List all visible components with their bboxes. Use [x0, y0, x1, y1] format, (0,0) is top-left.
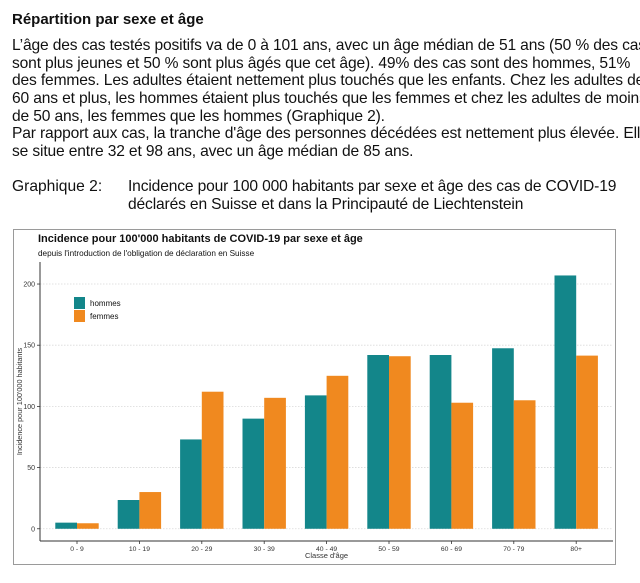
- x-tick-label: 60 - 69: [441, 546, 462, 553]
- bar-hommes: [304, 395, 327, 529]
- x-tick-label: 50 - 59: [378, 546, 399, 553]
- caption-text: Incidence pour 100 000 habitants par sex…: [128, 178, 616, 214]
- legend-swatch-femmes: [74, 310, 85, 322]
- y-tick-label: 200: [23, 282, 35, 289]
- bar-hommes: [554, 275, 577, 529]
- y-tick-label: 50: [27, 465, 35, 472]
- caption-line: déclarés en Suisse et dans la Principaut…: [128, 196, 524, 213]
- bar-femmes: [77, 523, 99, 529]
- legend-label-hommes: hommes: [90, 299, 121, 308]
- y-tick-label: 150: [23, 343, 35, 350]
- bar-hommes: [242, 418, 265, 529]
- paragraph-line: 60 ans et plus, les hommes étaient plus …: [12, 90, 640, 108]
- bar-hommes: [367, 355, 389, 529]
- chart-subtitle: depuis l'introduction de l'obligation de…: [38, 249, 255, 258]
- caption-line: Incidence pour 100 000 habitants par sex…: [128, 178, 617, 195]
- paragraph-line: des femmes. Les adultes étaient nettemen…: [12, 72, 640, 90]
- x-tick-label: 10 - 19: [129, 546, 150, 553]
- x-axis-label: Classe d'âge: [305, 551, 348, 560]
- bar-femmes: [139, 492, 162, 529]
- legend-label-femmes: femmes: [90, 312, 118, 321]
- bar-hommes: [429, 355, 452, 529]
- x-tick-label: 0 - 9: [70, 546, 84, 553]
- chart-title: Incidence pour 100'000 habitants de COVI…: [38, 233, 363, 245]
- y-tick-label: 100: [23, 404, 35, 411]
- x-tick-label: 30 - 39: [254, 546, 275, 553]
- bar-hommes: [117, 500, 140, 529]
- bar-hommes: [492, 348, 514, 529]
- bar-femmes: [264, 397, 286, 529]
- bar-femmes: [576, 355, 598, 529]
- bar-femmes: [326, 375, 349, 529]
- bar-hommes: [55, 522, 77, 529]
- section-heading: Répartition par sexe et âge: [12, 11, 204, 28]
- paragraph-line: Par rapport aux cas, la tranche d'âge de…: [12, 125, 640, 143]
- bar-femmes: [201, 391, 224, 529]
- chart-frame: [13, 229, 616, 565]
- x-tick-label: 40 - 49: [316, 546, 337, 553]
- paragraph-line: se situe entre 32 et 98 ans, avec un âge…: [12, 143, 414, 161]
- x-tick-label: 80+: [570, 546, 582, 553]
- x-tick-label: 20 - 29: [191, 546, 212, 553]
- bar-hommes: [180, 439, 202, 529]
- x-tick-label: 70 - 79: [503, 546, 524, 553]
- body-paragraph: L’âge des cas testés positifs va de 0 à …: [12, 37, 640, 161]
- caption-label: Graphique 2:: [12, 178, 103, 195]
- paragraph-line: de 50 ans, les femmes que les hommes (Gr…: [12, 107, 385, 125]
- bar-femmes: [451, 402, 474, 529]
- y-axis-label: Incidence pour 100'000 habitants: [15, 348, 24, 456]
- bar-femmes: [389, 356, 411, 529]
- paragraph-line: L’âge des cas testés positifs va de 0 à …: [12, 37, 640, 54]
- paragraph-line: sont plus jeunes et 50 % sont plus âgés …: [12, 54, 631, 72]
- bar-femmes: [513, 400, 536, 529]
- legend-swatch-hommes: [74, 297, 85, 309]
- y-tick-label: 0: [31, 526, 35, 533]
